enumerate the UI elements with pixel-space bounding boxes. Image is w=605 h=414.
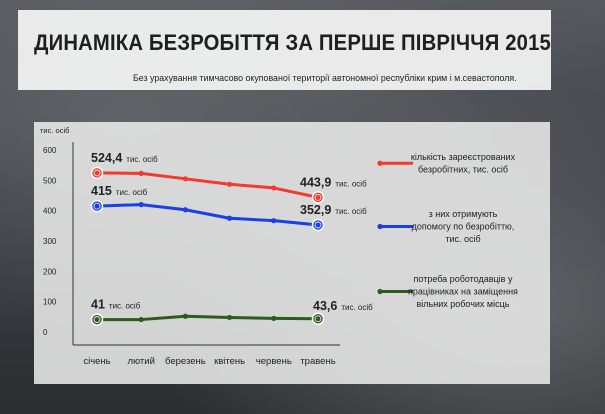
page-subtitle: Без урахування тимчасово окупованої тери… — [133, 73, 517, 84]
page-title: ДИНАМІКА БЕЗРОБІТТЯ ЗА ПЕРШЕ ПІВРІЧЧЯ 20… — [34, 30, 551, 55]
legend-entry-text: безробітних, тис. осіб — [418, 165, 508, 175]
data-label-end: 443,9 тис. осіб — [300, 175, 367, 189]
data-point-endpoint-ring — [314, 315, 322, 323]
series-line — [97, 314, 319, 322]
data-point — [182, 207, 188, 213]
y-tick-label: 300 — [43, 237, 57, 246]
data-label-end-value: 43,6 — [313, 299, 337, 313]
data-point — [271, 218, 277, 224]
data-point — [227, 215, 233, 221]
y-tick-label: 600 — [43, 146, 57, 155]
data-label-end: 352,9 тис. осіб — [300, 203, 367, 217]
x-tick-label: травень — [300, 356, 335, 367]
data-label-start-value: 41 — [91, 298, 105, 312]
data-label-start-value: 415 — [91, 184, 112, 198]
data-label-start: 524,4 тис. осіб — [91, 151, 158, 165]
data-point — [227, 181, 233, 187]
y-tick-label: 400 — [43, 207, 57, 216]
data-point-endpoint-ring — [93, 202, 101, 210]
data-point-endpoint — [90, 166, 104, 180]
legend-entry-text: тис. осіб — [445, 234, 480, 244]
data-point-endpoint — [311, 312, 325, 326]
data-point-endpoint-ring — [93, 169, 101, 177]
legend-swatch-dot — [377, 223, 383, 230]
legend-entry-text: з них отримують — [429, 209, 498, 219]
legend-entry-text: вільних робочих місць — [417, 299, 510, 309]
data-point-endpoint — [90, 313, 104, 326]
data-point — [138, 170, 144, 176]
data-point — [182, 176, 188, 182]
data-point-endpoint-ring — [314, 221, 322, 229]
data-label-end-value: 443,9 — [300, 175, 331, 189]
data-point — [227, 314, 233, 321]
data-point — [271, 315, 277, 321]
data-label-end-unit: тис. осіб — [341, 303, 373, 312]
data-point-endpoint — [90, 199, 104, 213]
y-axis-label: тис. осіб — [40, 126, 69, 135]
data-point — [138, 316, 144, 323]
data-point — [271, 185, 277, 191]
data-label-end-value: 352,9 — [300, 203, 331, 217]
legend-entry-text: потреба роботодавців у — [414, 274, 513, 284]
data-point — [138, 202, 144, 208]
data-label-end: 43,6 тис. осіб — [313, 299, 373, 313]
y-tick-label: 100 — [43, 298, 57, 307]
legend-swatch-dot — [377, 160, 383, 166]
x-tick-label: лютий — [127, 356, 154, 367]
data-point — [182, 313, 188, 319]
data-label-start-unit: тис. осіб — [126, 155, 158, 164]
data-label-start: 415 тис. осіб — [91, 184, 148, 198]
y-tick-label: 500 — [43, 176, 57, 185]
legend-entry-text: допомогу по безробіттю, — [412, 222, 515, 232]
data-point-endpoint — [311, 218, 325, 232]
data-point-endpoint — [311, 191, 325, 204]
data-label-start-unit: тис. осіб — [116, 188, 148, 197]
x-tick-label: червень — [256, 356, 292, 367]
legend-entry-text: працівниках на заміщення — [408, 287, 518, 297]
series-line — [96, 171, 319, 199]
legend-swatch-dot — [377, 288, 383, 295]
x-tick-label: січень — [83, 356, 110, 367]
data-label-end-unit: тис. осіб — [335, 207, 367, 216]
data-label-start: 41 тис. осіб — [91, 298, 141, 312]
y-tick-label: 0 — [43, 328, 48, 337]
legend-entry-text: кількість зареєстрованих — [411, 152, 516, 162]
x-tick-label: березень — [165, 356, 206, 367]
data-point-endpoint-ring — [314, 193, 322, 201]
y-tick-label: 200 — [43, 267, 57, 276]
x-tick-label: квітень — [214, 356, 245, 367]
chart-panel — [34, 122, 550, 384]
header-panel — [18, 10, 551, 90]
data-point-endpoint-ring — [93, 316, 101, 323]
data-label-end-unit: тис. осіб — [335, 179, 367, 188]
data-label-start-unit: тис. осіб — [109, 302, 141, 311]
series-line — [96, 203, 319, 227]
data-label-start-value: 524,4 — [91, 151, 122, 165]
